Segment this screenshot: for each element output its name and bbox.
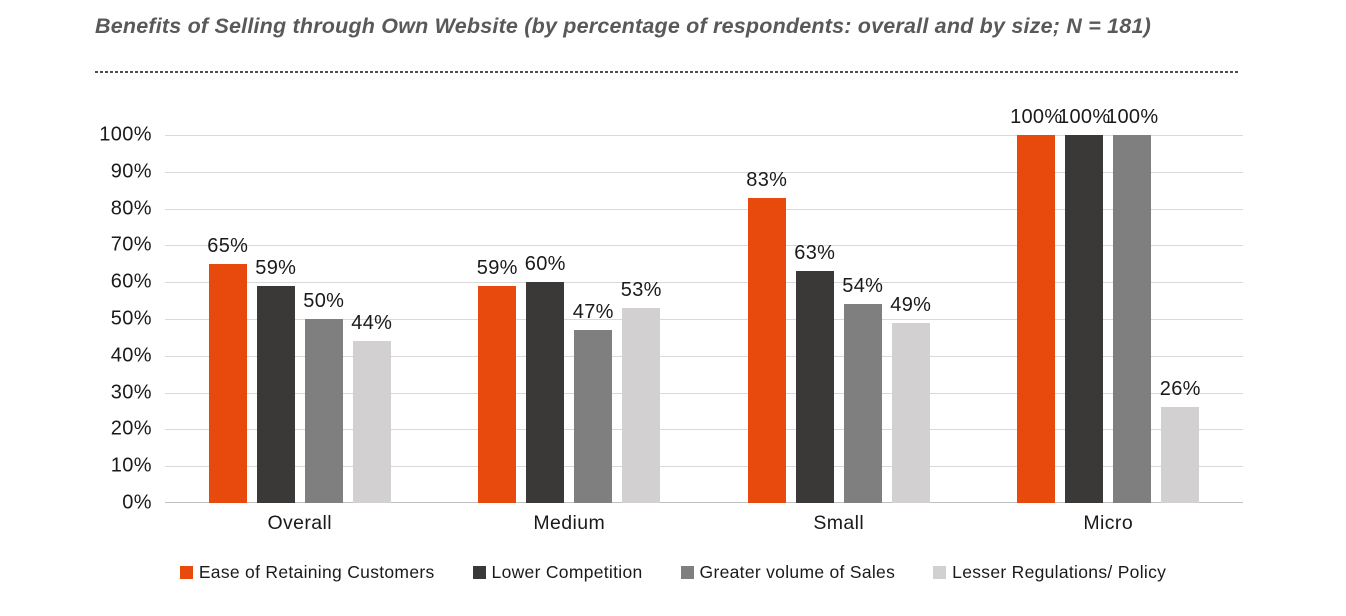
- bar-lesser-regulations-policy: [622, 307, 661, 503]
- y-axis-tick-label: 50%: [110, 307, 152, 330]
- bar-slot-lesser-regulations-policy: 53%: [620, 135, 662, 503]
- category-label-small: Small: [813, 512, 865, 534]
- bar-value-label: 50%: [303, 290, 345, 312]
- gridline-80: [165, 208, 1243, 210]
- bar-ease-of-retaining-customers: [478, 285, 517, 503]
- y-axis-tick-label: 70%: [110, 233, 152, 256]
- bar-lower-competition: [256, 285, 295, 503]
- legend-color-swatch: [680, 566, 694, 579]
- y-axis: 0% 10% 20% 30% 40% 50% 60% 70% 80% 90% 100%: [0, 124, 152, 514]
- bar-greater-volume-of-sales: [304, 319, 343, 503]
- bar-slot-lower-competition: 100%: [1058, 106, 1110, 503]
- y-axis-tick-label: 80%: [110, 197, 152, 220]
- legend-label: Lower Competition: [491, 562, 643, 582]
- bar-value-label: 47%: [572, 301, 614, 324]
- chart-title: Benefits of Selling through Own Website …: [95, 14, 1151, 38]
- gridline-100: [165, 135, 1243, 136]
- gridline-70: [165, 245, 1243, 247]
- bar-value-label: 49%: [890, 293, 932, 316]
- gridline-30: [165, 392, 1243, 394]
- bar-lower-competition: [1065, 135, 1104, 503]
- gridline-60: [165, 282, 1243, 284]
- title-divider-dotted-line: [95, 71, 1240, 73]
- bar-value-label: 44%: [351, 312, 393, 335]
- bar-ease-of-retaining-customers: [747, 197, 786, 503]
- bar-group-medium: 59% 60% 47% 53%: [435, 135, 705, 503]
- legend: Ease of Retaining Customers Lower Competi…: [60, 562, 1286, 583]
- legend-item-ease-of-retaining-customers: Ease of Retaining Customers: [179, 562, 435, 583]
- bar-slot-ease-of-retaining-customers: 100%: [1010, 106, 1062, 503]
- legend-item-lower-competition: Lower Competition: [472, 562, 643, 583]
- y-axis-tick-label: 40%: [110, 344, 152, 367]
- legend-label: Greater volume of Sales: [699, 562, 896, 582]
- gridline-0: [165, 502, 1243, 503]
- legend-color-swatch: [179, 566, 193, 579]
- bar-lesser-regulations-policy: [352, 341, 391, 503]
- gridline-50: [165, 319, 1243, 320]
- bar-value-label: 83%: [746, 168, 788, 191]
- bar-value-label: 100%: [1058, 106, 1111, 128]
- bar-lower-competition: [526, 282, 565, 503]
- y-axis-tick-label: 90%: [110, 160, 152, 183]
- bar-slot-ease-of-retaining-customers: 65%: [207, 135, 249, 503]
- gridline-10: [165, 466, 1243, 468]
- legend-color-swatch: [933, 566, 947, 579]
- gridline-20: [165, 429, 1243, 431]
- bar-value-label: 60%: [524, 253, 566, 276]
- bar-greater-volume-of-sales: [1113, 135, 1152, 503]
- legend-item-lesser-regulations-policy: Lesser Regulations/ Policy: [933, 562, 1166, 583]
- category-label-overall: Overall: [267, 512, 333, 534]
- bar-slot-greater-volume-of-sales: 100%: [1106, 106, 1158, 503]
- gridline-90: [165, 171, 1243, 173]
- bar-value-label: 100%: [1010, 106, 1063, 128]
- bar-value-label: 53%: [620, 278, 662, 301]
- bar-lower-competition: [795, 271, 834, 503]
- bar-value-label: 59%: [255, 256, 297, 279]
- category-label-micro: Micro: [1083, 512, 1134, 534]
- bar-slot-lesser-regulations-policy: 26%: [1159, 135, 1201, 503]
- y-axis-tick-label: 10%: [110, 454, 152, 477]
- category-label-medium: Medium: [533, 512, 606, 534]
- bar-slot-lesser-regulations-policy: 44%: [351, 135, 393, 503]
- bar-group-small: 83% 63% 54% 49%: [704, 135, 974, 503]
- bar-slot-ease-of-retaining-customers: 59%: [476, 135, 518, 503]
- bar-slot-greater-volume-of-sales: 47%: [572, 135, 614, 503]
- bar-slot-greater-volume-of-sales: 54%: [842, 135, 884, 503]
- y-axis-tick-label: 30%: [110, 381, 152, 404]
- bar-slot-lesser-regulations-policy: 49%: [890, 135, 932, 503]
- x-axis: Overall Medium Small Micro: [165, 512, 1243, 535]
- gridline-40: [165, 355, 1243, 357]
- bar-slot-greater-volume-of-sales: 50%: [303, 135, 345, 503]
- bar-slot-lower-competition: 59%: [255, 135, 297, 503]
- bar-ease-of-retaining-customers: [1017, 135, 1056, 503]
- bar-value-label: 100%: [1106, 106, 1159, 128]
- bar-group-overall: 65% 59% 50% 44%: [165, 135, 435, 503]
- bar-groups: 65% 59% 50% 44% 59% 60% 47% 53% 83% 63% 54% 49% 100%…: [165, 106, 1244, 503]
- bar-value-label: 59%: [476, 256, 518, 279]
- y-axis-tick-label: 60%: [110, 270, 152, 293]
- bar-greater-volume-of-sales: [574, 330, 613, 503]
- bar-value-label: 63%: [794, 242, 836, 265]
- bar-lesser-regulations-policy: [1161, 407, 1200, 503]
- bar-value-label: 65%: [207, 234, 249, 257]
- bar-slot-lower-competition: 63%: [794, 135, 836, 503]
- bar-slot-ease-of-retaining-customers: 83%: [746, 135, 788, 503]
- bar-group-micro: 100% 100% 100% 26%: [974, 106, 1244, 503]
- legend-label: Lesser Regulations/ Policy: [952, 562, 1167, 582]
- bar-ease-of-retaining-customers: [208, 263, 247, 503]
- y-axis-tick-label: 100%: [99, 123, 152, 146]
- bar-greater-volume-of-sales: [843, 304, 882, 503]
- plot-area: 65% 59% 50% 44% 59% 60% 47% 53% 83% 63% 54% 49% 100%…: [165, 106, 1244, 503]
- legend-item-greater-volume-of-sales: Greater volume of Sales: [680, 562, 896, 583]
- legend-color-swatch: [472, 566, 486, 579]
- bar-value-label: 54%: [842, 275, 884, 298]
- y-axis-tick-label: 0%: [122, 491, 152, 514]
- bar-lesser-regulations-policy: [891, 322, 930, 503]
- legend-label: Ease of Retaining Customers: [198, 562, 435, 582]
- bar-value-label: 26%: [1159, 378, 1201, 401]
- y-axis-tick-label: 20%: [110, 417, 152, 440]
- bar-slot-lower-competition: 60%: [524, 135, 566, 503]
